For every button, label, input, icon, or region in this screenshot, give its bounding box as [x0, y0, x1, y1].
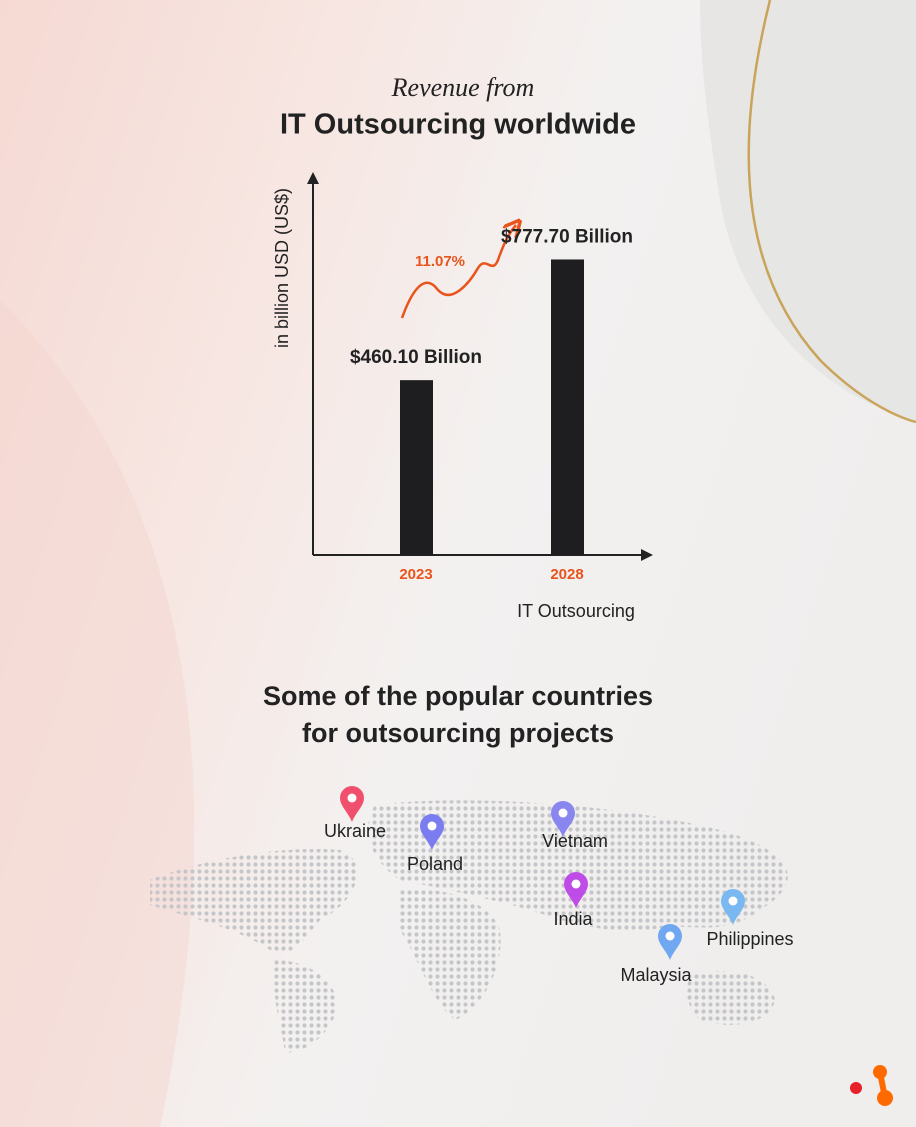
y-axis-label: in billion USD (US$): [272, 188, 292, 348]
growth-annotation: 11.07%: [415, 253, 465, 270]
map-pin-dot: [665, 931, 675, 941]
country-label: India: [553, 909, 593, 929]
country-label: Philippines: [706, 929, 793, 949]
stone-shape: [700, 0, 916, 420]
country-label: Vietnam: [542, 831, 608, 851]
map-pin-dot: [728, 896, 738, 906]
map-pin-dot: [571, 879, 581, 889]
bar: [551, 259, 584, 555]
map-north-america: [150, 849, 358, 954]
map-title-line: Some of the popular countries: [263, 681, 653, 711]
map-eurasia: [368, 800, 788, 932]
chart-subtitle: Revenue from: [391, 73, 535, 102]
country-label: Ukraine: [324, 821, 386, 841]
value-label: $777.70 Billion: [501, 226, 633, 247]
map-pin-dot: [347, 793, 357, 803]
growth-arrow: [400, 225, 516, 319]
map-africa: [400, 889, 501, 1020]
value-label: $460.10 Billion: [350, 347, 482, 368]
bar: [400, 380, 433, 555]
country-label: Malaysia: [620, 965, 692, 985]
world-map: [150, 800, 788, 1053]
logo: [850, 1065, 893, 1106]
map-pin: [551, 801, 575, 837]
map-title-line: for outsourcing projects: [302, 718, 614, 748]
x-axis-label: IT Outsourcing: [517, 601, 635, 621]
pink-wash: [0, 300, 195, 1127]
chart-title: IT Outsourcing worldwide: [280, 109, 636, 141]
map-pin-dot: [427, 821, 437, 831]
x-axis-arrow: [641, 549, 653, 561]
map-pin: [721, 889, 745, 925]
y-axis-arrow: [307, 172, 319, 184]
map-pin-dot: [558, 808, 568, 818]
gold-line: [747, 0, 916, 424]
map-south-america: [273, 960, 337, 1053]
country-label: Poland: [407, 854, 463, 874]
map-pin: [658, 924, 682, 960]
category-label: 2023: [399, 566, 432, 583]
map-pin: [340, 786, 364, 822]
map-pin: [420, 814, 444, 850]
map-australia: [687, 971, 775, 1025]
map-pin: [564, 872, 588, 908]
category-label: 2028: [550, 566, 583, 583]
